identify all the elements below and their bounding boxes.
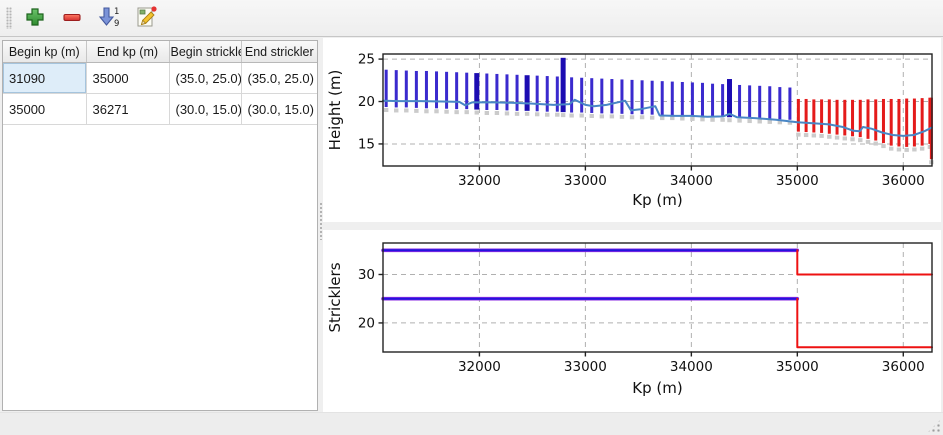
remove-row-button[interactable] bbox=[57, 3, 87, 33]
svg-text:35000: 35000 bbox=[776, 359, 819, 375]
stricklers-table: Begin kp (m) End kp (m) Begin strickler … bbox=[3, 41, 317, 125]
column-header-begin-kp[interactable]: Begin kp (m) bbox=[3, 41, 87, 63]
svg-text:Kp (m): Kp (m) bbox=[632, 191, 682, 209]
cell-end-strickler[interactable]: (35.0, 25.0) bbox=[241, 62, 317, 94]
edit-button[interactable] bbox=[131, 3, 161, 33]
cell-end-kp[interactable]: 36271 bbox=[86, 93, 170, 125]
minus-icon bbox=[61, 6, 83, 31]
stricklers-chart: 32000 33000 34000 35000 36000 20 30 Kp (m) Stric… bbox=[323, 230, 941, 412]
svg-text:25: 25 bbox=[358, 52, 375, 68]
cell-end-strickler[interactable]: (30.0, 15.0) bbox=[241, 93, 317, 125]
svg-text:34000: 34000 bbox=[670, 173, 713, 189]
toolbar-grip[interactable] bbox=[6, 7, 12, 29]
add-row-button[interactable] bbox=[20, 3, 50, 33]
table-row: 31090 35000 (35.0, 25.0) (35.0, 25.0) bbox=[3, 62, 317, 94]
svg-text:36000: 36000 bbox=[882, 173, 925, 189]
sort-button[interactable]: 1 9 bbox=[94, 3, 124, 33]
svg-text:30: 30 bbox=[358, 267, 375, 283]
column-header-end-kp[interactable]: End kp (m) bbox=[86, 41, 170, 63]
svg-text:9: 9 bbox=[114, 19, 119, 29]
height-profile-chart: 32000 33000 34000 35000 36000 15 20 25 Kp (m) Hei… bbox=[323, 38, 941, 222]
splitter-handle[interactable] bbox=[318, 202, 323, 240]
svg-text:20: 20 bbox=[358, 315, 375, 331]
svg-text:34000: 34000 bbox=[670, 359, 713, 375]
svg-text:20: 20 bbox=[358, 94, 375, 110]
stricklers-table-panel: Begin kp (m) End kp (m) Begin strickler … bbox=[2, 40, 318, 411]
status-bar bbox=[0, 412, 943, 435]
svg-text:35000: 35000 bbox=[776, 173, 819, 189]
svg-text:Kp (m): Kp (m) bbox=[632, 379, 682, 397]
plus-icon bbox=[24, 6, 46, 31]
cell-end-kp[interactable]: 35000 bbox=[86, 62, 170, 94]
cell-begin-kp[interactable]: 35000 bbox=[3, 93, 87, 125]
resize-grip-icon[interactable] bbox=[927, 419, 941, 433]
svg-text:1: 1 bbox=[114, 7, 119, 17]
svg-text:33000: 33000 bbox=[564, 359, 607, 375]
svg-text:33000: 33000 bbox=[564, 173, 607, 189]
svg-text:Stricklers: Stricklers bbox=[326, 262, 344, 332]
svg-text:32000: 32000 bbox=[458, 359, 501, 375]
svg-text:15: 15 bbox=[358, 136, 375, 152]
cell-begin-strickler[interactable]: (35.0, 25.0) bbox=[169, 62, 242, 94]
sort-ascending-icon: 1 9 bbox=[97, 5, 121, 32]
edit-icon bbox=[134, 5, 158, 32]
chart-canvas: 32000 33000 34000 35000 36000 20 30 Kp (m) Stric… bbox=[326, 242, 933, 397]
toolbar: 1 9 bbox=[0, 0, 943, 37]
svg-text:36000: 36000 bbox=[882, 359, 925, 375]
chart-canvas: 32000 33000 34000 35000 36000 15 20 25 Kp (m) Hei… bbox=[326, 52, 934, 209]
table-header-row: Begin kp (m) End kp (m) Begin strickler … bbox=[3, 41, 317, 63]
svg-text:32000: 32000 bbox=[458, 173, 501, 189]
column-header-end-strickler[interactable]: End strickler bbox=[241, 41, 317, 63]
column-header-begin-strickler[interactable]: Begin strickler bbox=[169, 41, 242, 63]
svg-text:Height (m): Height (m) bbox=[326, 70, 344, 151]
table-row: 35000 36271 (30.0, 15.0) (30.0, 15.0) bbox=[3, 93, 317, 125]
cell-begin-kp[interactable]: 31090 bbox=[3, 62, 87, 94]
cell-begin-strickler[interactable]: (30.0, 15.0) bbox=[169, 93, 242, 125]
